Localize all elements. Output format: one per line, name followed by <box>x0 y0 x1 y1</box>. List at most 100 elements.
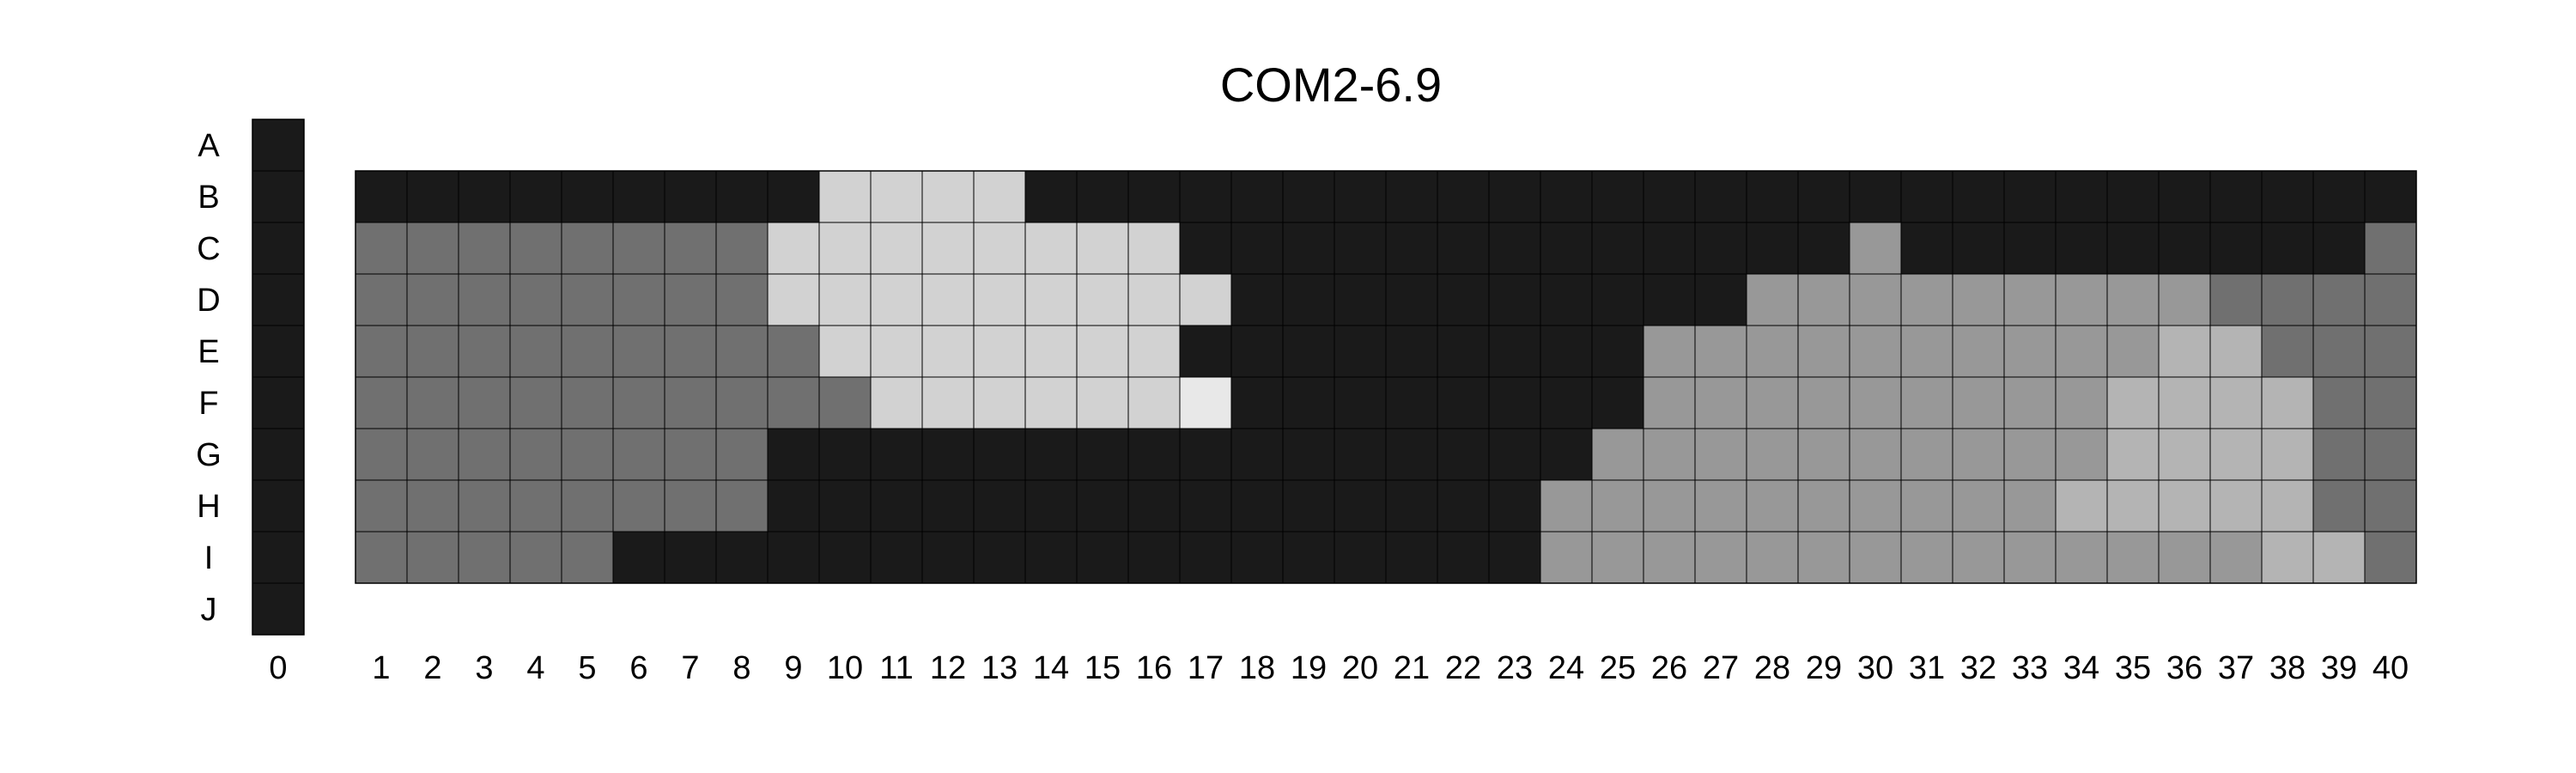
cell-C-5 <box>561 222 614 275</box>
row-label-A: A <box>197 128 220 164</box>
cell-F-36 <box>2158 376 2211 429</box>
cell-G-27 <box>1694 428 1747 481</box>
col-label-1: 1 <box>372 650 390 686</box>
cell-D-14 <box>1024 273 1078 326</box>
cell-H-38 <box>2261 479 2314 533</box>
cell-B-21 <box>1385 170 1438 223</box>
cell-F-7 <box>664 376 717 429</box>
cell-G-2 <box>406 428 459 481</box>
cell-D-24 <box>1540 273 1593 326</box>
cell-B-33 <box>2003 170 2057 223</box>
cell-I-16 <box>1127 531 1181 584</box>
cell-H-16 <box>1127 479 1181 533</box>
cell-G-26 <box>1643 428 1696 481</box>
cell-I-17 <box>1179 531 1232 584</box>
cell-G-39 <box>2312 428 2366 481</box>
col-label-16: 16 <box>1136 650 1172 686</box>
cell-C-27 <box>1694 222 1747 275</box>
cell-H-9 <box>767 479 820 533</box>
cell-B-12 <box>921 170 975 223</box>
chart-title: COM2-6.9 <box>1220 58 1442 112</box>
cell-F-34 <box>2055 376 2108 429</box>
cell-G-8 <box>715 428 769 481</box>
cell-C-38 <box>2261 222 2314 275</box>
cell-B-9 <box>767 170 820 223</box>
cell-I-5 <box>561 531 614 584</box>
cell-I-27 <box>1694 531 1747 584</box>
cell-D-0 <box>252 273 305 326</box>
cell-E-37 <box>2209 325 2263 378</box>
cell-E-30 <box>1849 325 1902 378</box>
cell-B-2 <box>406 170 459 223</box>
cell-E-22 <box>1437 325 1490 378</box>
cell-B-39 <box>2312 170 2366 223</box>
cell-A-0 <box>252 119 305 172</box>
cell-G-31 <box>1900 428 1953 481</box>
cell-I-11 <box>870 531 923 584</box>
cell-D-29 <box>1797 273 1850 326</box>
cell-C-33 <box>2003 222 2057 275</box>
cell-G-1 <box>355 428 408 481</box>
cell-C-40 <box>2364 222 2417 275</box>
col-label-14: 14 <box>1033 650 1069 686</box>
cell-I-0 <box>252 531 305 584</box>
row-label-D: D <box>197 283 220 319</box>
cell-E-21 <box>1385 325 1438 378</box>
cell-C-19 <box>1282 222 1335 275</box>
cell-F-12 <box>921 376 975 429</box>
cell-D-33 <box>2003 273 2057 326</box>
cell-E-23 <box>1488 325 1541 378</box>
cell-G-9 <box>767 428 820 481</box>
cell-E-28 <box>1746 325 1799 378</box>
cell-C-25 <box>1591 222 1644 275</box>
cell-C-30 <box>1849 222 1902 275</box>
row-label-E: E <box>197 334 219 370</box>
cell-D-39 <box>2312 273 2366 326</box>
cell-I-29 <box>1797 531 1850 584</box>
cell-C-37 <box>2209 222 2263 275</box>
cell-E-14 <box>1024 325 1078 378</box>
cell-F-18 <box>1230 376 1284 429</box>
cell-E-31 <box>1900 325 1953 378</box>
cell-F-31 <box>1900 376 1953 429</box>
cell-B-17 <box>1179 170 1232 223</box>
cell-B-11 <box>870 170 923 223</box>
cell-F-13 <box>973 376 1026 429</box>
cell-D-5 <box>561 273 614 326</box>
col-label-38: 38 <box>2269 650 2306 686</box>
col-label-31: 31 <box>1909 650 1945 686</box>
cell-G-5 <box>561 428 614 481</box>
cell-D-26 <box>1643 273 1696 326</box>
cell-H-4 <box>509 479 562 533</box>
row-label-G: G <box>196 437 222 473</box>
cell-C-13 <box>973 222 1026 275</box>
cell-C-3 <box>458 222 511 275</box>
cell-C-16 <box>1127 222 1181 275</box>
column-zero-cells <box>252 119 305 636</box>
cell-B-40 <box>2364 170 2417 223</box>
cell-F-4 <box>509 376 562 429</box>
cell-B-10 <box>818 170 872 223</box>
cell-E-29 <box>1797 325 1850 378</box>
cell-E-18 <box>1230 325 1284 378</box>
cell-F-35 <box>2106 376 2160 429</box>
cell-D-19 <box>1282 273 1335 326</box>
cell-I-2 <box>406 531 459 584</box>
cell-F-32 <box>1952 376 2005 429</box>
cell-I-19 <box>1282 531 1335 584</box>
cell-E-39 <box>2312 325 2366 378</box>
cell-H-14 <box>1024 479 1078 533</box>
cell-G-35 <box>2106 428 2160 481</box>
cell-G-23 <box>1488 428 1541 481</box>
cell-C-12 <box>921 222 975 275</box>
heatmap-grid <box>355 170 2417 584</box>
cell-G-25 <box>1591 428 1644 481</box>
cell-E-35 <box>2106 325 2160 378</box>
cell-B-1 <box>355 170 408 223</box>
cell-E-9 <box>767 325 820 378</box>
cell-C-15 <box>1076 222 1129 275</box>
cell-C-14 <box>1024 222 1078 275</box>
cell-F-15 <box>1076 376 1129 429</box>
cell-E-10 <box>818 325 872 378</box>
cell-B-23 <box>1488 170 1541 223</box>
